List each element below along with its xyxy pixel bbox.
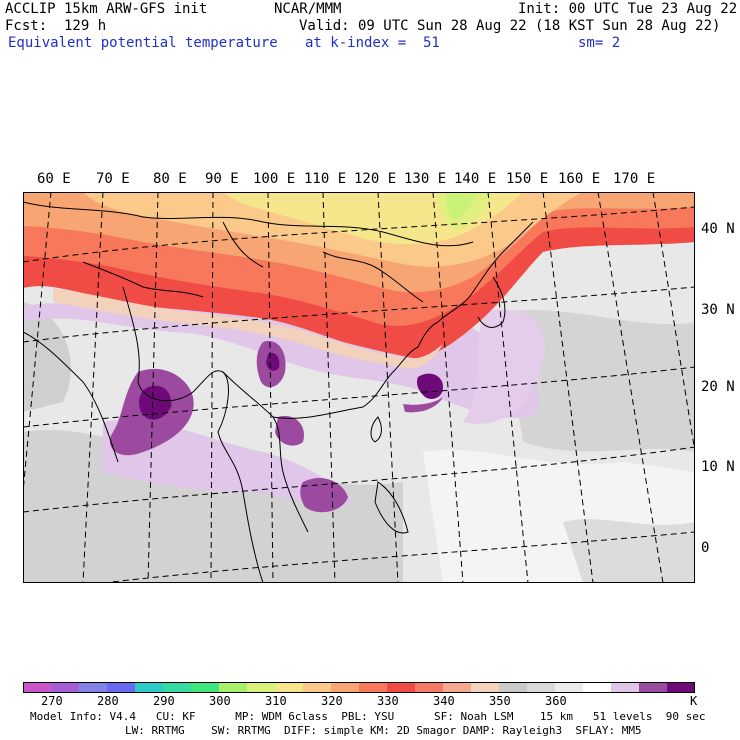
colorbar-segment xyxy=(583,682,612,693)
colorbar-segment xyxy=(107,682,136,693)
lat-label: 10 N xyxy=(701,459,735,475)
dark-purple-region xyxy=(139,385,172,420)
colorbar-segment xyxy=(415,682,444,693)
init-time: Init: 00 UTC Tue 23 Aug 22 xyxy=(518,1,738,17)
typhoon-tail xyxy=(403,397,443,413)
colorbar-tick-label: 300 xyxy=(209,694,231,708)
colorbar-tick-label: 320 xyxy=(321,694,343,708)
colorbar-segment xyxy=(667,682,695,693)
colorbar-tick-label: 290 xyxy=(153,694,175,708)
lon-label: 120 E xyxy=(354,171,397,187)
lon-label: 140 E xyxy=(454,171,497,187)
colorbar-segment xyxy=(611,682,640,693)
colorbar-tick-label: 310 xyxy=(265,694,287,708)
purple-region xyxy=(275,415,304,446)
lon-label: 110 E xyxy=(304,171,347,187)
colorbar-segment xyxy=(219,682,248,693)
lon-label: 90 E xyxy=(205,171,239,187)
colorbar-segment xyxy=(443,682,472,693)
colorbar-tick-label: 270 xyxy=(41,694,63,708)
lon-label: 100 E xyxy=(253,171,296,187)
colorbar-segment xyxy=(303,682,332,693)
lat-label: 0 xyxy=(701,540,710,556)
colorbar-unit: K xyxy=(690,694,698,708)
forecast-hour: Fcst: 129 h xyxy=(5,18,107,34)
colorbar-segment xyxy=(191,682,220,693)
lon-label: 130 E xyxy=(404,171,447,187)
colorbar-segment xyxy=(499,682,528,693)
pink-margin xyxy=(53,288,443,369)
colorbar-segment xyxy=(163,682,192,693)
colorbar-segment xyxy=(23,682,52,693)
lon-label: 150 E xyxy=(506,171,549,187)
colorbar xyxy=(23,682,695,693)
theta-e-map xyxy=(23,192,695,583)
center-name: NCAR/MMM xyxy=(274,1,342,17)
colorbar-segment xyxy=(79,682,108,693)
gray-patch xyxy=(503,309,695,452)
colorbar-segment xyxy=(639,682,668,693)
colorbar-segment xyxy=(331,682,360,693)
dark-purple-region xyxy=(266,352,280,371)
lon-label: 70 E xyxy=(96,171,130,187)
colorbar-segment xyxy=(387,682,416,693)
colorbar-tick-label: 340 xyxy=(433,694,455,708)
model-title: ACCLIP 15km ARW-GFS init xyxy=(5,1,208,17)
physics-info: LW: RRTMG SW: RRTMG DIFF: simple KM: 2D … xyxy=(125,724,642,737)
gray-patch xyxy=(23,302,71,412)
model-info: Model Info: V4.4 CU: KF MP: WDM 6class P… xyxy=(30,710,706,723)
colorbar-segment xyxy=(275,682,304,693)
colorbar-segment xyxy=(359,682,388,693)
colorbar-tick-label: 330 xyxy=(377,694,399,708)
colorbar-segment xyxy=(51,682,80,693)
level-index: at k-index = 51 xyxy=(305,35,440,51)
colorbar-tick-label: 350 xyxy=(489,694,511,708)
lon-label: 80 E xyxy=(153,171,187,187)
colorbar-tick-label: 280 xyxy=(97,694,119,708)
colorbar-segment xyxy=(527,682,556,693)
valid-time: Valid: 09 UTC Sun 28 Aug 22 (18 KST Sun … xyxy=(299,18,721,34)
field-name: Equivalent potential temperature xyxy=(8,35,278,51)
lat-label: 30 N xyxy=(701,302,735,318)
purple-region xyxy=(300,477,348,513)
lat-label: 20 N xyxy=(701,379,735,395)
lon-label: 160 E xyxy=(558,171,601,187)
colorbar-segment xyxy=(135,682,164,693)
graticule xyxy=(23,192,695,583)
lavender-region xyxy=(463,309,545,424)
colorbar-segment xyxy=(247,682,276,693)
colorbar-segment xyxy=(471,682,500,693)
lon-label: 60 E xyxy=(37,171,71,187)
coastlines xyxy=(23,201,534,583)
colorbar-segment xyxy=(555,682,584,693)
colorbar-tick-label: 360 xyxy=(545,694,567,708)
smoothing: sm= 2 xyxy=(578,35,621,51)
lat-label: 40 N xyxy=(701,221,735,237)
lon-label: 170 E xyxy=(613,171,656,187)
light-patch xyxy=(563,519,695,583)
pale-green-spot xyxy=(437,192,493,230)
